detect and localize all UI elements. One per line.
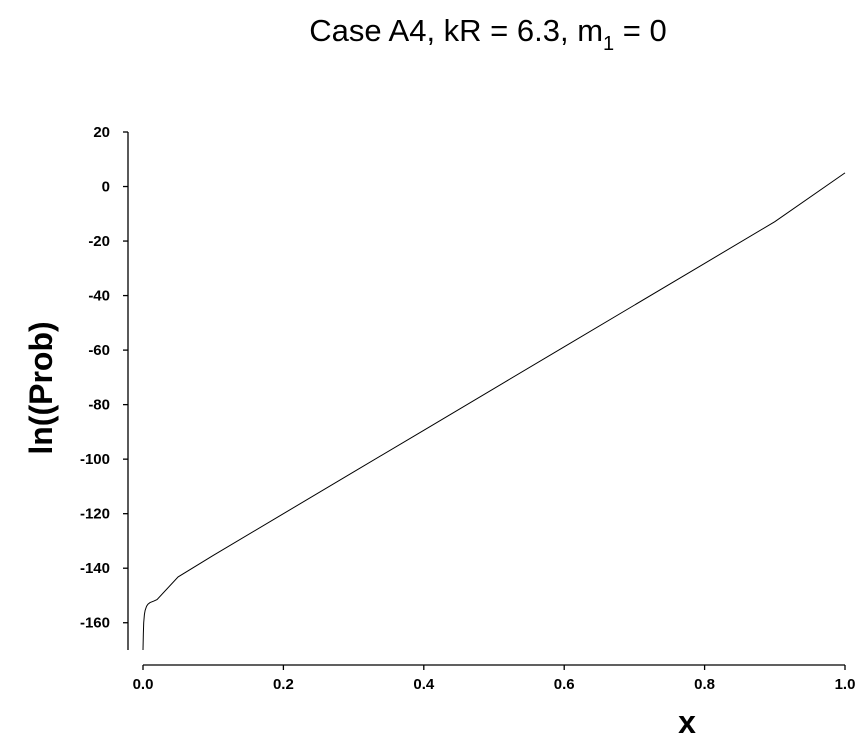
- y-tick-label: -80: [88, 397, 110, 414]
- y-tick-label: -100: [80, 451, 110, 468]
- chart-title-suffix: = 0: [614, 13, 667, 48]
- x-tick-label: 1.0: [835, 676, 856, 693]
- series-line-0: [142, 172, 846, 651]
- y-tick-label: -20: [88, 233, 110, 250]
- chart-title: Case A4, kR = 6.3, m1 = 0: [309, 13, 666, 55]
- x-tick-label: 0.6: [554, 676, 575, 693]
- y-ticks: 20 0 -20 -40 -60 -80 -100 -120 -140 -160: [80, 124, 128, 632]
- y-tick-label: -60: [88, 342, 110, 359]
- y-tick-label: -40: [88, 288, 110, 305]
- x-tick-label: 0.4: [413, 676, 435, 693]
- chart-title-main: Case A4, kR = 6.3, m: [309, 13, 603, 48]
- x-ticks: 0.0 0.2 0.4 0.6 0.8 1.0: [133, 665, 856, 693]
- y-tick-label: 0: [102, 179, 110, 196]
- y-axis-label: ln((Prob): [23, 321, 59, 454]
- x-tick-label: 0.8: [694, 676, 715, 693]
- x-tick-label: 0.0: [133, 676, 154, 693]
- axes: [127, 132, 845, 666]
- chart-title-subscript: 1: [603, 33, 614, 55]
- y-tick-label: -120: [80, 506, 110, 523]
- y-tick-label: -160: [80, 615, 110, 632]
- x-axis-label: x: [678, 704, 696, 738]
- y-tick-label: -140: [80, 560, 110, 577]
- series-layer: [142, 172, 846, 651]
- y-tick-label: 20: [93, 124, 110, 141]
- x-tick-label: 0.2: [273, 676, 294, 693]
